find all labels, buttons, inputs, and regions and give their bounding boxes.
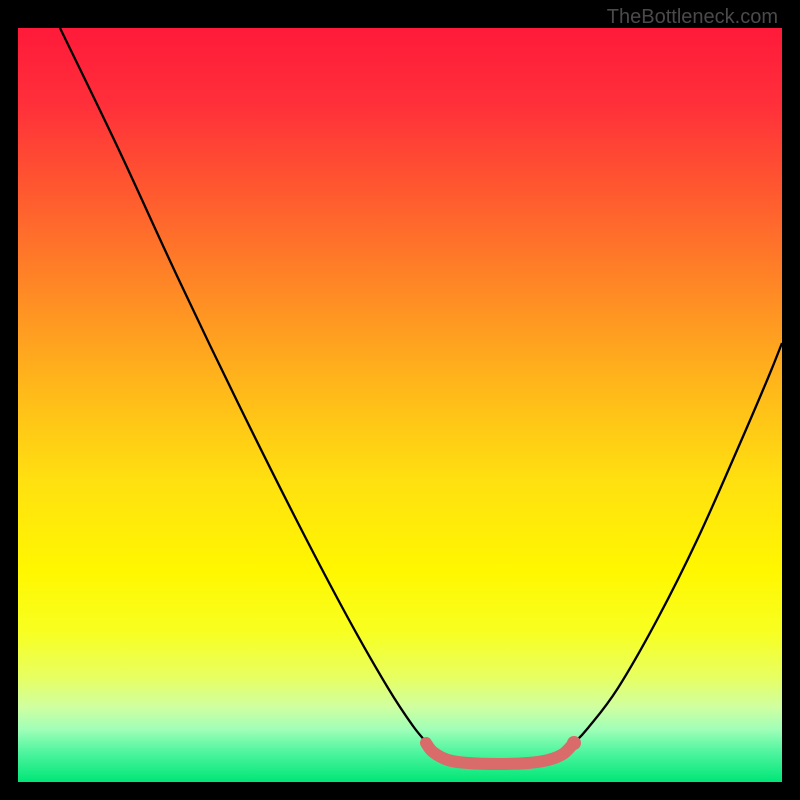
bottleneck-curve (18, 28, 782, 782)
watermark-text: TheBottleneck.com (607, 6, 778, 29)
chart-frame (18, 28, 782, 782)
